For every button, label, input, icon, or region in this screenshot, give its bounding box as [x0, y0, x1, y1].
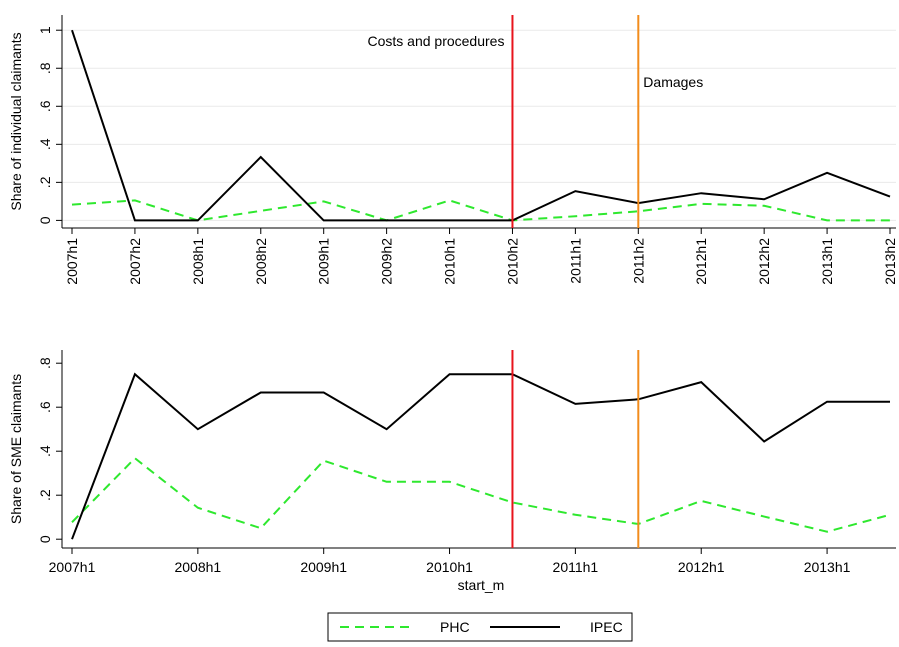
series-line: [71, 199, 890, 222]
y-axis-title: Share of SME claimants: [8, 374, 24, 524]
y-axis-title: Share of individual claimants: [8, 32, 24, 210]
y-tick-label: .2: [37, 176, 53, 188]
x-tick-label: 2010h2: [504, 238, 520, 285]
x-tick-label: 2008h2: [253, 238, 269, 285]
x-tick-label: 2007h2: [127, 238, 143, 285]
y-tick-label: .8: [37, 357, 53, 369]
y-tick-label: .2: [37, 489, 53, 501]
x-tick-label: 2007h1: [64, 238, 80, 285]
x-tick-label: 2008h1: [190, 238, 206, 285]
x-tick-label: 2007h1: [49, 559, 96, 575]
y-tick-label: .4: [37, 445, 53, 457]
x-axis-title: start_m: [458, 577, 505, 593]
series-line: [71, 456, 891, 533]
series-line: [71, 29, 891, 222]
x-tick-label: 2013h2: [882, 238, 898, 285]
series-line: [71, 372, 890, 540]
x-tick-label: 2012h1: [693, 238, 709, 285]
x-tick-label: 2012h2: [756, 238, 772, 285]
y-tick-label: .8: [37, 62, 53, 74]
y-tick-label: .6: [37, 401, 53, 413]
x-tick-label: 2009h1: [316, 238, 332, 285]
legend-label: PHC: [440, 619, 470, 635]
x-tick-label: 2009h1: [300, 559, 347, 575]
y-tick-label: .4: [37, 138, 53, 150]
x-tick-label: 2013h1: [819, 238, 835, 285]
y-tick-label: 1: [37, 26, 53, 34]
x-tick-label: 2011h2: [630, 238, 646, 284]
x-tick-label: 2009h2: [379, 238, 395, 285]
marker-label: Costs and procedures: [367, 33, 504, 49]
x-tick-label: 2012h1: [678, 559, 725, 575]
x-tick-label: 2011h1: [567, 238, 583, 284]
y-tick-label: 0: [37, 216, 53, 224]
y-tick-label: .6: [37, 100, 53, 112]
x-tick-label: 2011h1: [553, 559, 599, 575]
x-tick-label: 2010h1: [442, 238, 458, 285]
y-tick-label: 0: [37, 535, 53, 543]
marker-label: Damages: [643, 74, 703, 90]
legend-label: IPEC: [590, 619, 623, 635]
x-tick-label: 2013h1: [804, 559, 851, 575]
x-tick-label: 2008h1: [174, 559, 221, 575]
x-tick-label: 2010h1: [426, 559, 473, 575]
